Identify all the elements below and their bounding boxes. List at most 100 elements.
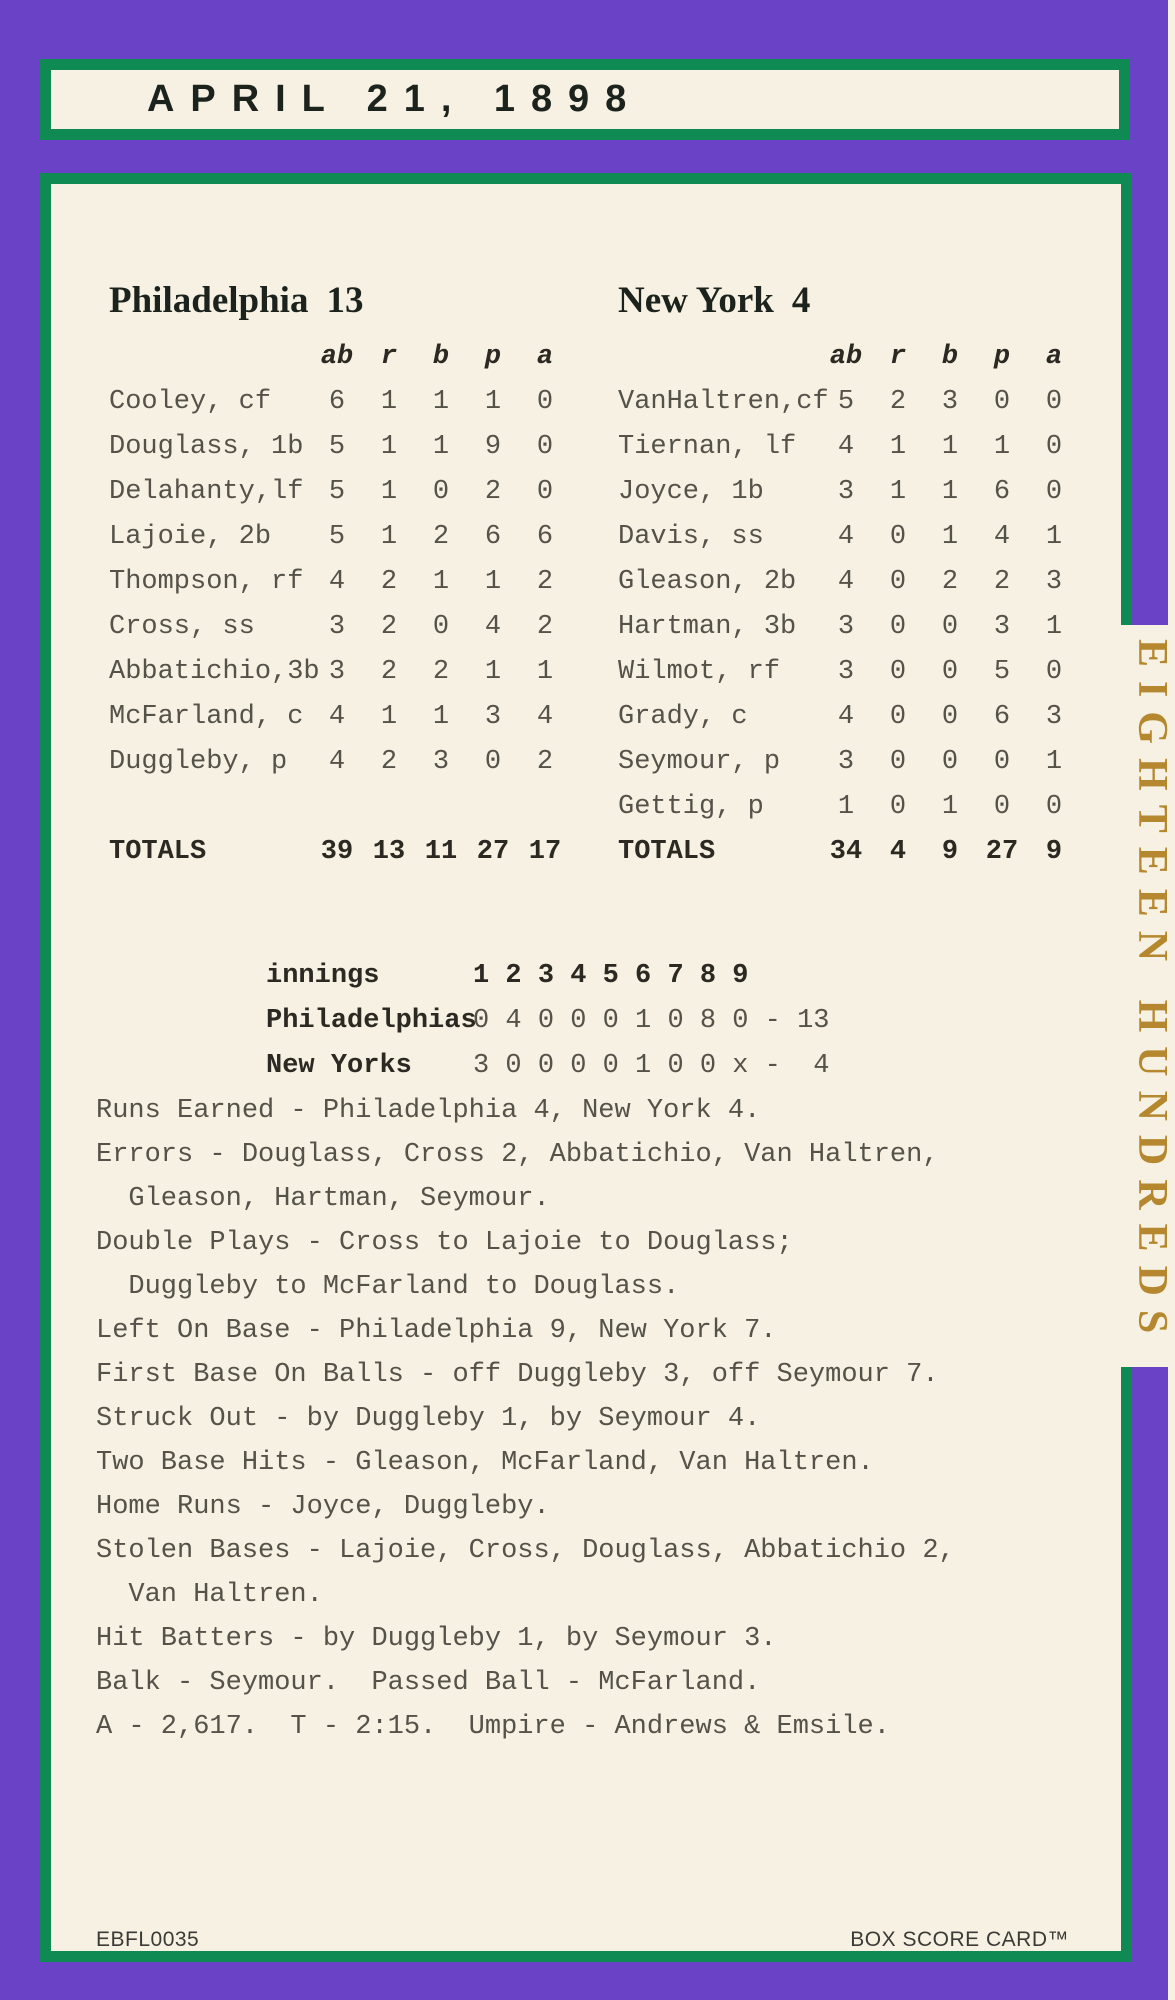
footer-product-code: EBFL0035 [96, 1928, 200, 1951]
player-stat: 0 [889, 521, 907, 552]
totals-stat: 9 [941, 836, 959, 867]
player-stat: 1 [380, 701, 398, 732]
player-stat: 3 [432, 746, 450, 777]
player-stat: 3 [1045, 701, 1063, 732]
player-stat: 1 [484, 386, 502, 417]
summary-line: Duggleby to McFarland to Douglass. [96, 1272, 680, 1302]
player-stat: 0 [432, 611, 450, 642]
player-stat: 1 [432, 566, 450, 597]
totals-label: TOTALS [618, 836, 716, 867]
player-stat: 2 [432, 656, 450, 687]
player-stat: 1 [1045, 746, 1063, 777]
summary-line: First Base On Balls - off Duggleby 3, of… [96, 1360, 939, 1390]
col-b: b [941, 341, 959, 372]
player-name: Lajoie, 2b [109, 521, 272, 552]
player-row: Seymour, p 3 0 0 0 1 [618, 739, 1088, 784]
player-name: Davis, ss [618, 521, 764, 552]
player-stat: 3 [837, 476, 855, 507]
player-stat: 1 [941, 431, 959, 462]
player-stat: 0 [536, 386, 554, 417]
linescore-team-name: New Yorks [266, 1051, 412, 1081]
player-stat: 6 [536, 521, 554, 552]
player-stat: 3 [1045, 566, 1063, 597]
player-stat: 1 [941, 476, 959, 507]
player-stat: 2 [536, 611, 554, 642]
player-name: Delahanty,lf [109, 476, 304, 507]
player-stat: 1 [432, 386, 450, 417]
player-row: Davis, ss 4 0 1 4 1 [618, 514, 1088, 559]
player-stat: 0 [432, 476, 450, 507]
player-row: Hartman, 3b 3 0 0 3 1 [618, 604, 1088, 649]
player-name: Duggleby, p [109, 746, 288, 777]
player-stat: 2 [993, 566, 1011, 597]
summary-line: Hit Batters - by Duggleby 1, by Seymour … [96, 1624, 777, 1654]
player-stat: 1 [993, 431, 1011, 462]
player-stat: 0 [941, 656, 959, 687]
player-stat: 6 [993, 476, 1011, 507]
title-card-inner: APRIL 21, 1898 [51, 70, 1119, 129]
player-stat: 2 [380, 611, 398, 642]
player-stat: 1 [380, 521, 398, 552]
totals-row: TOTALS 39 13 11 27 17 [109, 829, 579, 874]
player-stat: 1 [536, 656, 554, 687]
totals-row: TOTALS 34 4 9 27 9 [618, 829, 1088, 874]
player-stat: 4 [837, 566, 855, 597]
player-stat: 2 [380, 656, 398, 687]
side-banner-text: EIGHTEEN HUNDREDS [1129, 639, 1175, 1348]
player-stat: 5 [993, 656, 1011, 687]
player-stat: 0 [1045, 791, 1063, 822]
player-row: Gettig, p 1 0 1 0 0 [618, 784, 1088, 829]
linescore-innings-numbers: 1 2 3 4 5 6 7 8 9 [473, 961, 749, 991]
player-name: Hartman, 3b [618, 611, 797, 642]
player-row: Thompson, rf 4 2 1 1 2 [109, 559, 579, 604]
player-stat: 0 [536, 431, 554, 462]
player-row: Gleason, 2b 4 0 2 2 3 [618, 559, 1088, 604]
date-title: APRIL 21, 1898 [147, 78, 643, 120]
player-stat: 0 [484, 746, 502, 777]
col-b: b [432, 341, 450, 372]
player-stat: 5 [837, 386, 855, 417]
player-name: VanHaltren,cf [618, 386, 829, 417]
totals-stat: 27 [476, 836, 510, 867]
player-name: Cross, ss [109, 611, 255, 642]
game-summary: Runs Earned - Philadelphia 4, New York 4… [96, 1089, 1106, 1749]
summary-line: Struck Out - by Duggleby 1, by Seymour 4… [96, 1404, 761, 1434]
player-stat: 1 [380, 431, 398, 462]
summary-line: A - 2,617. T - 2:15. Umpire - Andrews & … [96, 1712, 890, 1742]
player-name: Joyce, 1b [618, 476, 764, 507]
player-stat: 0 [889, 656, 907, 687]
player-stat: 5 [328, 476, 346, 507]
player-stat: 3 [837, 611, 855, 642]
stat-column-headers: ab r b p a [109, 334, 579, 379]
col-a: a [536, 341, 554, 372]
linescore-team-name: Philadelphias [266, 1006, 477, 1036]
player-row: Abbatichio,3b 3 2 2 1 1 [109, 649, 579, 694]
player-stat: 1 [941, 521, 959, 552]
player-stat: 1 [889, 431, 907, 462]
linescore-innings-row: innings 1 2 3 4 5 6 7 8 9 [104, 909, 1004, 991]
player-stat: 0 [993, 386, 1011, 417]
player-row: VanHaltren,cf 5 2 3 0 0 [618, 379, 1088, 424]
player-row: Wilmot, rf 3 0 0 5 0 [618, 649, 1088, 694]
player-row: Tiernan, lf 4 1 1 1 0 [618, 424, 1088, 469]
summary-line: Balk - Seymour. Passed Ball - McFarland. [96, 1668, 761, 1698]
player-row: Lajoie, 2b 5 1 2 6 6 [109, 514, 579, 559]
totals-label: TOTALS [109, 836, 207, 867]
team-header: Philadelphia 13 [109, 279, 579, 323]
col-p: p [484, 341, 502, 372]
player-row: Delahanty,lf 5 1 0 2 0 [109, 469, 579, 514]
player-stat: 0 [941, 611, 959, 642]
player-stat: 1 [380, 386, 398, 417]
player-stat: 2 [941, 566, 959, 597]
player-stat: 2 [536, 566, 554, 597]
summary-line: Gleason, Hartman, Seymour. [96, 1184, 550, 1214]
player-stat: 4 [536, 701, 554, 732]
player-row: Joyce, 1b 3 1 1 6 0 [618, 469, 1088, 514]
player-stat: 4 [328, 746, 346, 777]
player-stat: 1 [837, 791, 855, 822]
player-name: Tiernan, lf [618, 431, 797, 462]
summary-line: Errors - Douglass, Cross 2, Abbatichio, … [96, 1140, 939, 1170]
player-stat: 2 [380, 566, 398, 597]
player-stat: 0 [993, 791, 1011, 822]
totals-stat: 34 [829, 836, 863, 867]
